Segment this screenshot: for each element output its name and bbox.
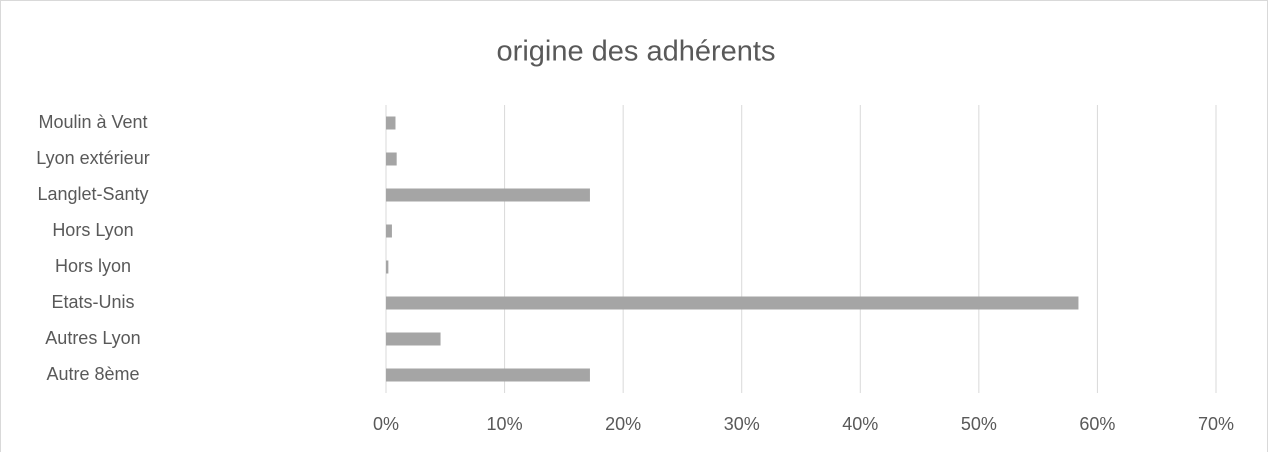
y-tick-label: Autres Lyon (45, 328, 140, 348)
bar (386, 368, 590, 382)
chart-title: origine des adhérents (497, 36, 776, 68)
y-tick-label: Langlet-Santy (37, 184, 148, 204)
y-tick-label: Autre 8ème (46, 364, 139, 384)
x-tick-label: 10% (487, 414, 523, 434)
bar (386, 332, 441, 346)
x-tick-label: 70% (1198, 414, 1234, 434)
y-tick-label: Etats-Unis (51, 292, 134, 312)
y-tick-label: Lyon extérieur (36, 148, 149, 168)
x-tick-label: 40% (842, 414, 878, 434)
x-tick-label: 20% (605, 414, 641, 434)
bar (386, 188, 590, 202)
x-tick-label: 60% (1079, 414, 1115, 434)
y-tick-label: Hors lyon (55, 256, 131, 276)
x-tick-label: 50% (961, 414, 997, 434)
y-tick-label: Moulin à Vent (38, 112, 147, 132)
bar (386, 260, 389, 274)
bar (386, 296, 1079, 310)
bar (386, 224, 392, 238)
bar (386, 116, 396, 130)
y-tick-label: Hors Lyon (52, 220, 133, 240)
x-tick-label: 0% (373, 414, 399, 434)
bar (386, 152, 397, 166)
x-tick-label: 30% (724, 414, 760, 434)
